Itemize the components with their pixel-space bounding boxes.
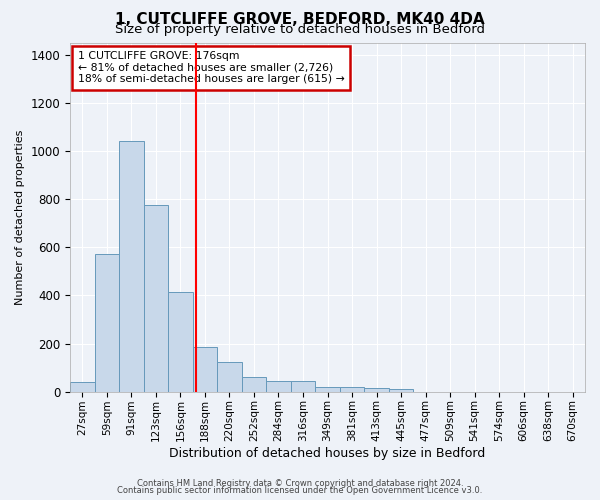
Text: 1 CUTCLIFFE GROVE: 176sqm
← 81% of detached houses are smaller (2,726)
18% of se: 1 CUTCLIFFE GROVE: 176sqm ← 81% of detac… <box>78 51 344 84</box>
X-axis label: Distribution of detached houses by size in Bedford: Distribution of detached houses by size … <box>169 447 485 460</box>
Bar <box>340 387 364 392</box>
Bar <box>315 387 340 392</box>
Text: Contains HM Land Registry data © Crown copyright and database right 2024.: Contains HM Land Registry data © Crown c… <box>137 478 463 488</box>
Text: 1, CUTCLIFFE GROVE, BEDFORD, MK40 4DA: 1, CUTCLIFFE GROVE, BEDFORD, MK40 4DA <box>115 12 485 28</box>
Text: Contains public sector information licensed under the Open Government Licence v3: Contains public sector information licen… <box>118 486 482 495</box>
Bar <box>70 382 95 392</box>
Bar <box>95 254 119 392</box>
Y-axis label: Number of detached properties: Number of detached properties <box>15 130 25 305</box>
Bar <box>266 381 291 392</box>
Bar <box>193 347 217 392</box>
Bar <box>168 292 193 392</box>
Bar <box>143 205 168 392</box>
Bar <box>389 390 413 392</box>
Bar <box>242 377 266 392</box>
Bar <box>217 362 242 392</box>
Bar <box>291 381 315 392</box>
Text: Size of property relative to detached houses in Bedford: Size of property relative to detached ho… <box>115 22 485 36</box>
Bar <box>119 141 143 392</box>
Bar <box>364 388 389 392</box>
